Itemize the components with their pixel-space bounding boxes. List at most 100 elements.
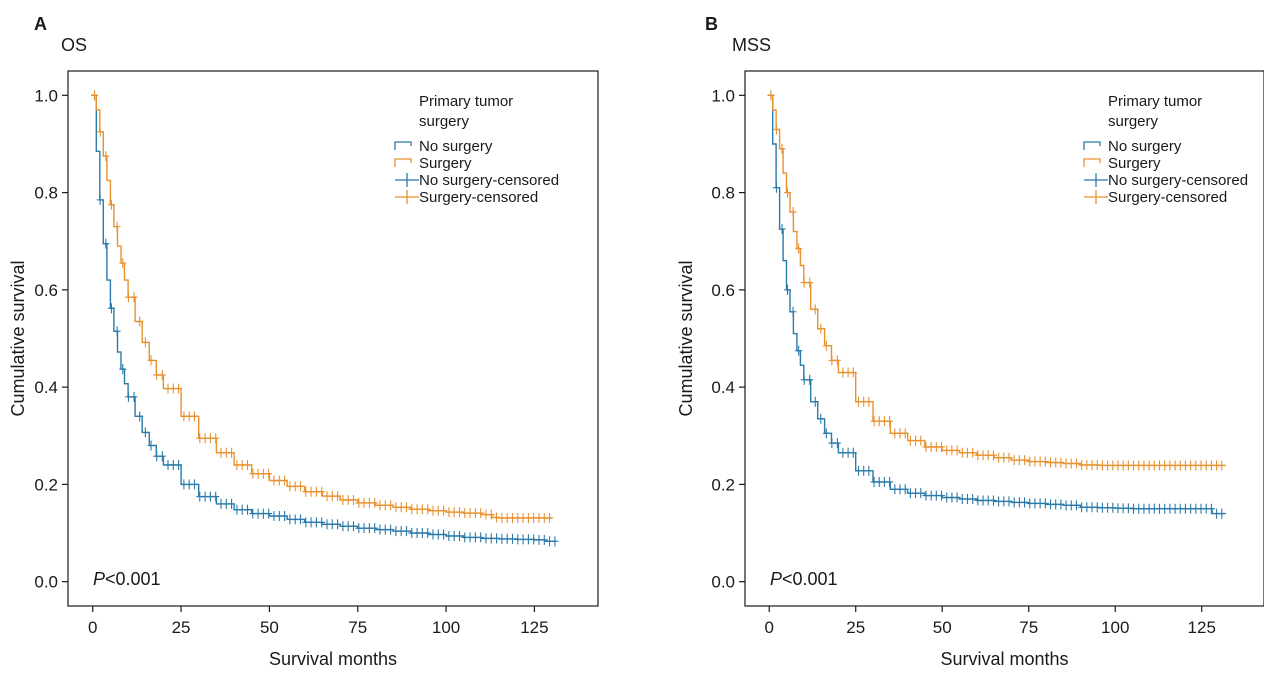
censor-mark [424,504,432,515]
censor-mark [119,364,127,375]
y-tick-label: 0.4 [34,378,58,397]
x-axis-label: Survival months [269,649,397,669]
censor-mark [817,323,825,334]
p-value-annotation: P<0.001 [93,569,161,589]
censor-mark [349,494,357,505]
censor-mark [440,529,448,540]
censor-mark [886,416,894,427]
legend-entry-label: No surgery [1108,138,1182,155]
censor-mark [387,524,395,535]
y-tick-label: 0.8 [711,184,735,203]
censor-mark [147,355,155,366]
censor-mark [784,284,792,295]
censor-mark [130,391,138,402]
x-tick-label: 25 [846,618,865,637]
censor-mark [141,427,149,438]
x-tick-label: 0 [764,618,773,637]
censor-mark [1218,508,1226,519]
y-tick-label: 1.0 [711,86,735,105]
censor-mark [455,530,463,541]
censor-mark [849,447,857,458]
censor-mark [243,459,251,470]
censor-mark [136,316,144,327]
censor-mark [833,355,841,366]
y-tick-label: 0.6 [711,281,735,300]
censor-mark [886,476,894,487]
legend-swatch-step [1083,141,1101,150]
censor-mark [265,508,273,519]
censor-mark [849,367,857,378]
censor-mark [113,326,121,337]
censor-mark [281,511,289,522]
censor-mark [969,447,977,458]
x-tick-label: 0 [88,618,97,637]
censor-mark [175,459,183,470]
plot-frame [744,70,1264,607]
panel-letter: A [34,14,47,34]
legend-entry-label: No surgery-censored [419,172,559,189]
censor-mark [953,445,961,456]
censor-mark [212,433,220,444]
censor-mark [455,507,463,518]
x-tick-label: 125 [520,618,548,637]
chart-title: MSS [732,35,771,55]
censor-mark [1005,496,1013,507]
censor-mark [424,528,432,539]
censor-mark [789,306,797,317]
censor-mark [1041,456,1049,467]
censor-mark [784,187,792,198]
x-axis-label: Survival months [940,649,1068,669]
censor-mark [1072,458,1080,469]
y-axis-label: Cumulative survival [8,260,28,416]
censor-mark [822,340,830,351]
legend-entry-label: Surgery [1108,155,1161,172]
censor-mark [1218,460,1226,471]
censor-mark [938,441,946,452]
censor-mark [789,207,797,218]
censor-mark [318,517,326,528]
censor-mark [296,514,304,525]
censor-mark [551,536,559,547]
censor-mark [228,498,236,509]
x-tick-label: 50 [260,618,279,637]
censor-mark [371,497,379,508]
censor-mark [953,492,961,503]
y-tick-label: 0.2 [34,475,58,494]
censor-mark [901,484,909,495]
chart-title: OS [61,35,87,55]
censor-mark [989,450,997,461]
legend-swatch-censor [395,190,419,204]
censor-mark [96,194,104,205]
censor-mark [107,303,115,314]
legend-entry-label: No surgery [419,138,493,155]
legend-entry-label: Surgery-censored [419,189,538,206]
p-value-annotation: P<0.001 [770,569,838,589]
legend-swatch-step [394,141,412,150]
censor-mark [1005,452,1013,463]
censor-mark [901,428,909,439]
censor-mark [822,428,830,439]
censor-mark [795,243,803,254]
censor-mark [96,126,104,137]
censor-mark [402,502,410,513]
censor-mark [865,396,873,407]
censor-mark [778,224,786,235]
censor-mark [402,526,410,537]
censor-mark [1207,503,1215,514]
censor-mark [158,369,166,380]
censor-mark [795,345,803,356]
censor-mark [119,258,127,269]
censor-mark [1021,497,1029,508]
y-tick-label: 0.8 [34,184,58,203]
x-tick-label: 50 [933,618,952,637]
y-tick-label: 0.0 [711,573,735,592]
censor-mark [772,124,780,135]
censor-mark [487,509,495,520]
km-curve-no-surgery [92,94,557,542]
censor-mark [767,90,775,101]
censor-mark [778,143,786,154]
censor-mark [190,411,198,422]
legend-swatch-censor [395,173,419,187]
x-tick-label: 75 [348,618,367,637]
